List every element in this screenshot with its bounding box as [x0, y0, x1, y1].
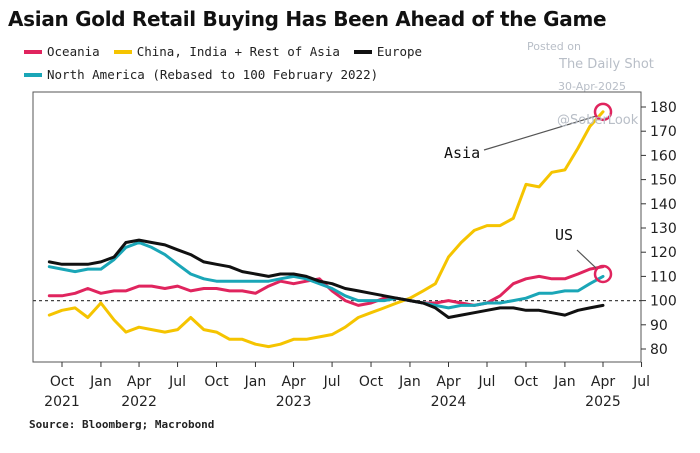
x-tick-label: Jul — [323, 374, 341, 390]
y-tick-label: 120 — [650, 245, 677, 261]
x-year-label: 2025 — [585, 394, 621, 410]
x-tick-label: Oct — [50, 374, 75, 390]
watermark-name: The Daily Shot — [559, 57, 654, 72]
y-tick-label: 100 — [650, 294, 677, 310]
x-tick-label: Oct — [514, 374, 539, 390]
chart-title: Asian Gold Retail Buying Has Been Ahead … — [8, 7, 607, 31]
legend-item-europe: Europe — [353, 44, 423, 59]
legend-swatch-asia — [113, 49, 132, 54]
x-tick-label: Jul — [632, 374, 650, 390]
y-tick-label: 110 — [650, 269, 677, 285]
x-tick-label: Oct — [359, 374, 384, 390]
annotation-circle-us — [593, 264, 613, 284]
series-line-china — [47, 110, 605, 349]
annotation-label-asia: Asia — [444, 144, 480, 162]
x-year-label: 2024 — [431, 394, 467, 410]
annotation-circle-asia — [593, 102, 613, 122]
y-tick-label: 150 — [650, 173, 677, 189]
plot-frame — [32, 91, 642, 363]
y-tick-label: 180 — [650, 100, 677, 116]
y-tick-label: 80 — [650, 342, 668, 358]
legend-label-oceania: Oceania — [47, 44, 100, 59]
series-line-north — [47, 241, 605, 310]
legend-row-1: Oceania China, India + Rest of Asia Euro… — [24, 40, 436, 63]
x-tick-label: Jul — [168, 374, 186, 390]
y-tick-label: 130 — [650, 221, 677, 237]
legend-label-north-america: North America (Rebased to 100 February 2… — [47, 67, 379, 82]
x-tick-label: Jan — [89, 374, 112, 390]
y-tick-label: 90 — [650, 318, 668, 334]
y-tick-label: 160 — [650, 148, 677, 164]
annotation-pointer-us — [576, 249, 598, 270]
legend-swatch-north-america — [24, 72, 42, 77]
x-tick-label: Apr — [127, 374, 151, 390]
legend-item-asia: China, India + Rest of Asia — [113, 44, 340, 59]
series-line-europe — [47, 238, 605, 319]
x-tick-label: Apr — [436, 374, 460, 390]
x-tick-label: Oct — [204, 374, 229, 390]
x-tick-label: Jan — [244, 374, 267, 390]
x-year-label: 2023 — [276, 394, 312, 410]
x-tick-label: Apr — [591, 374, 615, 390]
x-year-label: 2021 — [44, 394, 80, 410]
watermark-handle: @SoberLook — [557, 113, 639, 128]
legend-row-2: North America (Rebased to 100 February 2… — [24, 63, 436, 86]
watermark-posted: Posted on — [527, 40, 581, 53]
y-tick-label: 140 — [650, 197, 677, 213]
x-tick-label: Jan — [553, 374, 576, 390]
legend-item-north-america: North America (Rebased to 100 February 2… — [24, 67, 378, 82]
legend-item-oceania: Oceania — [24, 44, 100, 59]
legend-label-asia: China, India + Rest of Asia — [136, 44, 340, 59]
source-note: Source: Bloomberg; Macrobond — [29, 418, 215, 431]
legend-swatch-oceania — [24, 49, 42, 54]
legend-label-europe: Europe — [376, 44, 423, 59]
x-tick-label: Jul — [478, 374, 496, 390]
x-tick-label: Apr — [281, 374, 305, 390]
annotation-label-us: US — [555, 226, 573, 244]
watermark-date: 30-Apr-2025 — [558, 80, 627, 93]
legend-swatch-europe — [353, 49, 372, 54]
y-tick-label: 170 — [650, 124, 677, 140]
chart-legend: Oceania China, India + Rest of Asia Euro… — [24, 40, 436, 86]
x-year-label: 2022 — [121, 394, 157, 410]
x-tick-label: Jan — [398, 374, 421, 390]
annotation-pointer-asia — [483, 115, 598, 151]
